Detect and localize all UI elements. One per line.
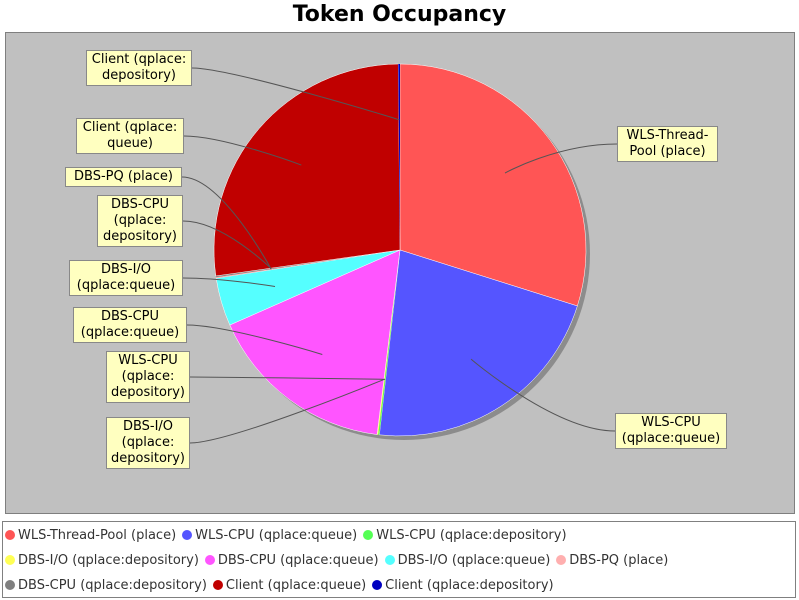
- legend-item: DBS-CPU (qplace:depository): [5, 578, 207, 593]
- callout-leader-line: [191, 67, 400, 121]
- callout-line: Pool (place): [629, 144, 706, 159]
- pie-slice[interactable]: [215, 250, 400, 278]
- legend-swatch: [5, 555, 15, 565]
- legend-swatch: [182, 530, 193, 540]
- legend: WLS-Thread-Pool (place) WLS-CPU (qplace:q…: [2, 521, 796, 598]
- callout-label: WLS-Thread- Pool (place): [617, 126, 718, 162]
- legend-item: Client (qplace:depository): [372, 578, 554, 593]
- callout-label: DBS-I/O (qplace:queue): [69, 260, 183, 296]
- callout-label: WLS-CPU (qplace:queue): [615, 413, 727, 449]
- legend-label: DBS-I/O (qplace:depository): [18, 553, 199, 568]
- legend-row: DBS-CPU (qplace:depository) Client (qplac…: [5, 578, 560, 593]
- legend-label: WLS-CPU (qplace:depository): [376, 528, 567, 543]
- callout-line: DBS-PQ (place): [74, 169, 173, 184]
- legend-item: DBS-CPU (qplace:queue): [204, 553, 379, 568]
- callout-label: Client (qplace: queue): [76, 118, 184, 154]
- callout-line: Client (qplace:: [91, 52, 187, 67]
- callout-line: Client (qplace:: [82, 120, 178, 135]
- callout-label: DBS-CPU (qplace:queue): [73, 307, 187, 343]
- legend-label: Client (qplace:queue): [225, 578, 367, 593]
- callout-label: DBS-PQ (place): [65, 167, 182, 187]
- legend-swatch: [363, 530, 374, 540]
- callout-leader-line: [504, 143, 618, 174]
- pie-slice[interactable]: [215, 249, 401, 326]
- callout-line: DBS-CPU: [110, 197, 170, 212]
- callout-line: (qplace:queue): [80, 325, 180, 340]
- callout-line: depository): [111, 385, 186, 400]
- callout-line: (qplace:queue): [76, 278, 176, 293]
- legend-label: Client (qplace:depository): [385, 578, 554, 593]
- legend-swatch: [212, 580, 223, 590]
- legend-label: WLS-CPU (qplace:queue): [195, 528, 358, 543]
- legend-swatch: [5, 580, 15, 590]
- legend-item: DBS-PQ (place): [556, 553, 668, 568]
- callout-label: DBS-CPU (qplace: depository): [97, 195, 183, 247]
- callout-leader-line: [183, 135, 302, 166]
- legend-label: DBS-PQ (place): [569, 553, 669, 568]
- legend-swatch: [5, 530, 15, 540]
- callout-label: WLS-CPU (qplace: depository): [106, 351, 190, 403]
- pie-slice[interactable]: [213, 63, 401, 277]
- pie-slice[interactable]: [399, 63, 587, 307]
- callout-line: (qplace:: [121, 369, 175, 384]
- callout-line: (qplace:: [121, 435, 175, 450]
- callout-line: depository): [101, 68, 176, 83]
- callout-line: DBS-I/O: [100, 262, 152, 277]
- legend-label: DBS-CPU (qplace:depository): [18, 578, 207, 593]
- legend-swatch: [556, 555, 567, 565]
- legend-row: DBS-I/O (qplace:depository) DBS-CPU (qpla…: [5, 553, 674, 568]
- plot-area: WLS-Thread- Pool (place) WLS-CPU (qplace:qu…: [5, 32, 795, 514]
- legend-swatch: [372, 580, 383, 590]
- pie-chart: [181, 63, 618, 444]
- callout-leader-line: [181, 176, 272, 270]
- callout-line: DBS-I/O: [122, 419, 174, 434]
- pie-slice[interactable]: [378, 250, 400, 435]
- callout-line: queue): [107, 136, 153, 151]
- callout-line: depository): [102, 229, 177, 244]
- pie-slice[interactable]: [229, 249, 401, 435]
- legend-label: DBS-I/O (qplace:queue): [397, 553, 551, 568]
- callout-line: WLS-CPU: [118, 353, 178, 368]
- legend-item: WLS-CPU (qplace:queue): [182, 528, 357, 543]
- callout-leader-line: [470, 358, 616, 432]
- chart-title: Token Occupancy: [292, 2, 507, 27]
- pie-slice[interactable]: [398, 64, 400, 250]
- callout-label: DBS-I/O (qplace: depository): [106, 417, 190, 469]
- legend-item: DBS-I/O (qplace:queue): [384, 553, 551, 568]
- legend-label: DBS-CPU (qplace:queue): [217, 553, 379, 568]
- callout-leader-line: [186, 324, 323, 355]
- legend-item: DBS-I/O (qplace:depository): [5, 553, 199, 568]
- callout-line: (qplace:queue): [621, 431, 721, 446]
- legend-item: WLS-Thread-Pool (place): [5, 528, 176, 543]
- callout-line: WLS-CPU: [641, 415, 701, 430]
- legend-label: WLS-Thread-Pool (place): [18, 528, 177, 543]
- callout-line: (qplace:: [113, 213, 167, 228]
- callout-line: WLS-Thread-: [626, 128, 709, 143]
- pie-slice[interactable]: [215, 250, 400, 279]
- legend-swatch: [384, 555, 395, 565]
- callout-leader-line: [189, 376, 386, 380]
- legend-item: Client (qplace:queue): [212, 578, 367, 593]
- callout-leader-line: [182, 277, 276, 287]
- callout-label: Client (qplace: depository): [86, 50, 192, 86]
- callout-leader-line: [189, 378, 385, 444]
- legend-swatch: [204, 555, 215, 565]
- legend-row: WLS-Thread-Pool (place) WLS-CPU (qplace:q…: [5, 528, 573, 543]
- pie-slice[interactable]: [379, 249, 578, 437]
- legend-item: WLS-CPU (qplace:depository): [363, 528, 567, 543]
- callout-line: depository): [111, 451, 186, 466]
- callout-leader-line: [182, 220, 272, 269]
- callout-line: DBS-CPU: [100, 309, 160, 324]
